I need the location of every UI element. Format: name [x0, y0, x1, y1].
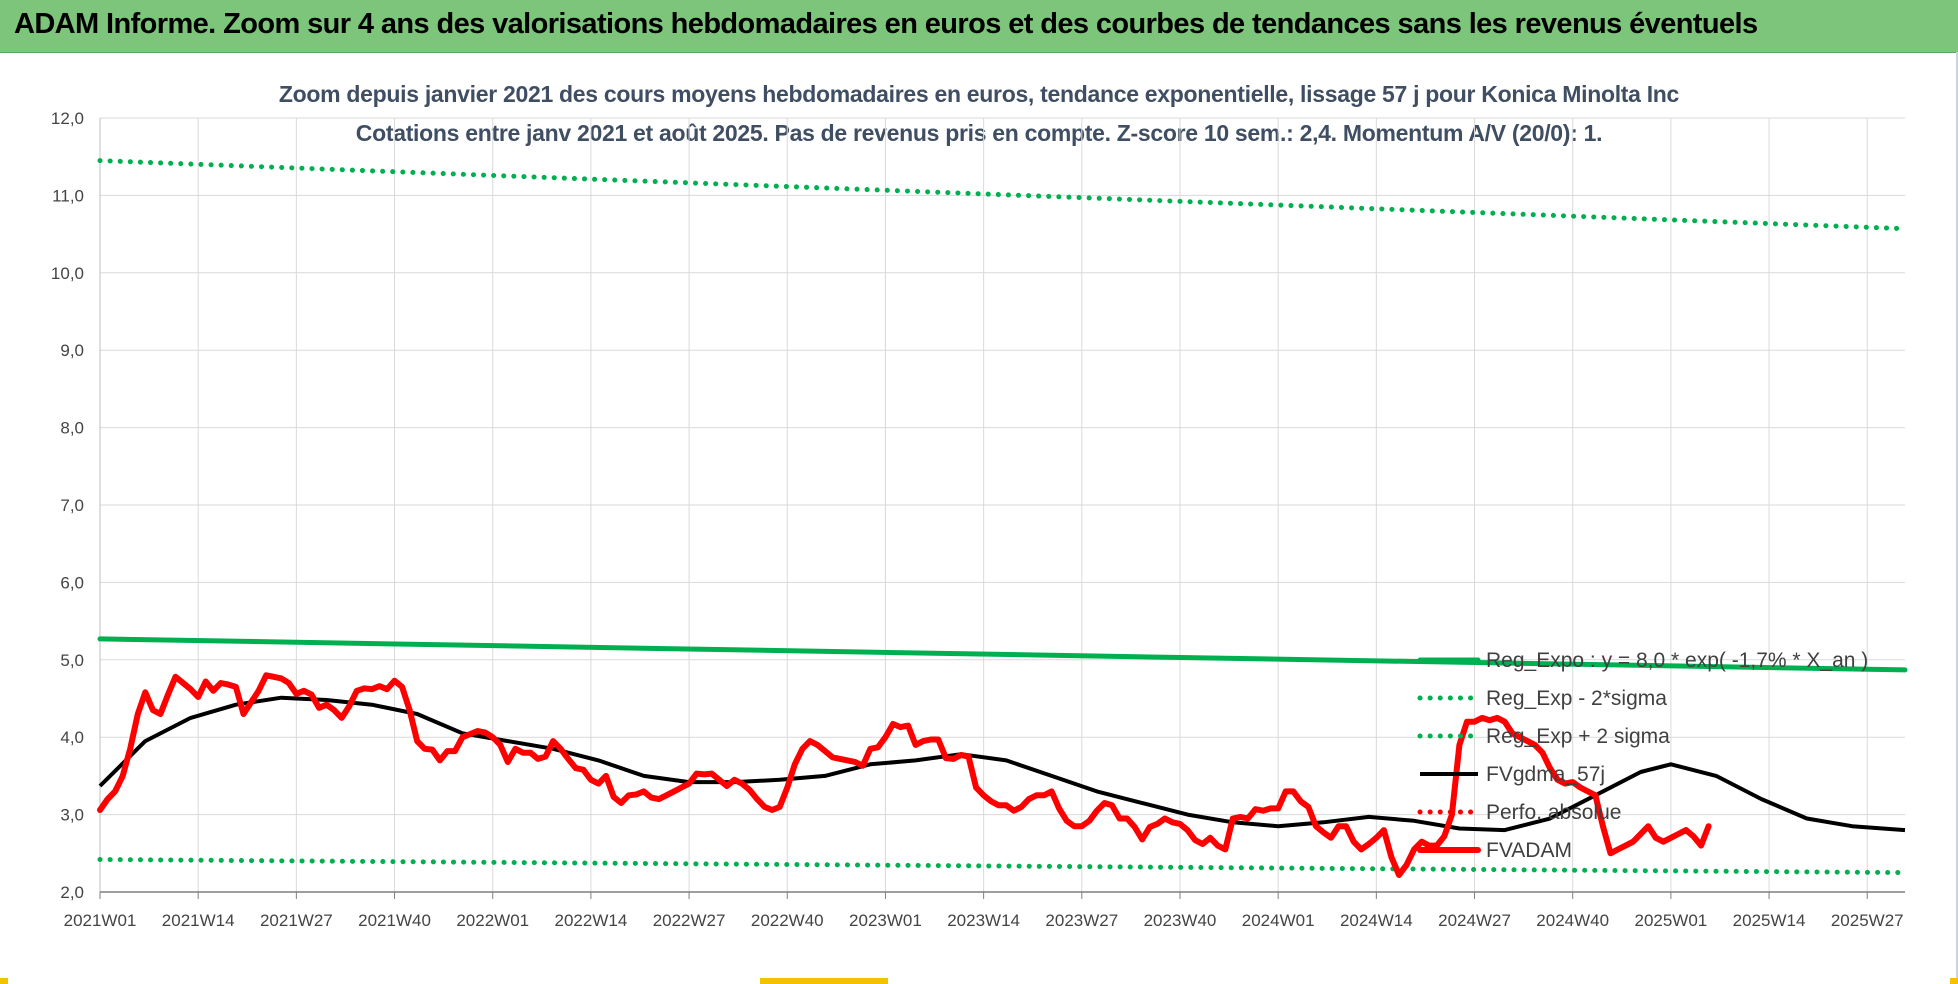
series-line — [98, 695, 1906, 833]
x-tick-label: 2025W27 — [1831, 911, 1904, 930]
x-tick-label: 2023W14 — [947, 911, 1020, 930]
x-tick-label: 2022W40 — [751, 911, 824, 930]
x-tick-label: 2021W27 — [260, 911, 333, 930]
legend-entry: Reg_Exp - 2*sigma — [1486, 687, 1667, 710]
y-tick-label: 9,0 — [60, 341, 84, 360]
y-tick-label: 10,0 — [51, 264, 84, 283]
legend-entry: FVADAM — [1486, 839, 1572, 862]
legend-entry: Reg_Expo : y = 8,0 * exp( -1,7% * X_an ) — [1486, 649, 1868, 672]
series-line — [97, 158, 1908, 232]
chart-area: Zoom depuis janvier 2021 des cours moyen… — [0, 52, 1958, 984]
y-tick-label: 8,0 — [60, 419, 84, 438]
y-tick-label: 7,0 — [60, 496, 84, 515]
x-tick-label: 2023W27 — [1045, 911, 1118, 930]
series-line — [97, 672, 1712, 878]
x-tick-label: 2023W40 — [1144, 911, 1217, 930]
chart-title: Zoom depuis janvier 2021 des cours moyen… — [278, 81, 1680, 107]
x-tick-label: 2024W01 — [1242, 911, 1315, 930]
x-tick-label: 2022W14 — [555, 911, 628, 930]
legend-entry: FVgdma_57j — [1486, 763, 1605, 786]
series-line — [97, 857, 1908, 876]
report-banner: ADAM Informe. Zoom sur 4 ans des valoris… — [0, 0, 1958, 53]
legend-entry: Reg_Exp + 2 sigma — [1486, 725, 1670, 748]
legend-entry: Perfo. absolue — [1486, 801, 1621, 824]
x-tick-label: 2025W14 — [1733, 911, 1806, 930]
x-tick-label: 2021W01 — [64, 911, 137, 930]
y-tick-label: 6,0 — [60, 573, 84, 592]
x-tick-label: 2021W14 — [162, 911, 235, 930]
corner-mark-right — [1950, 978, 1958, 984]
bottom-accent-bar — [760, 978, 888, 984]
x-tick-label: 2024W14 — [1340, 911, 1413, 930]
x-tick-label: 2024W27 — [1438, 911, 1511, 930]
y-tick-label: 12,0 — [51, 109, 84, 128]
x-tick-label: 2021W40 — [358, 911, 431, 930]
chart-subtitle: Cotations entre janv 2021 et août 2025. … — [355, 120, 1603, 146]
x-tick-label: 2022W27 — [653, 911, 726, 930]
y-tick-label: 5,0 — [60, 651, 84, 670]
x-tick-label: 2022W01 — [456, 911, 529, 930]
series-line — [97, 636, 1908, 673]
y-tick-label: 11,0 — [52, 186, 84, 205]
y-tick-label: 2,0 — [60, 883, 84, 902]
y-tick-label: 3,0 — [60, 806, 84, 825]
x-tick-label: 2023W01 — [849, 911, 922, 930]
report-title: ADAM Informe. Zoom sur 4 ans des valoris… — [14, 8, 1758, 40]
corner-mark-left — [0, 978, 8, 984]
x-tick-label: 2024W40 — [1536, 911, 1609, 930]
y-tick-label: 4,0 — [60, 728, 84, 747]
x-tick-label: 2025W01 — [1634, 911, 1707, 930]
